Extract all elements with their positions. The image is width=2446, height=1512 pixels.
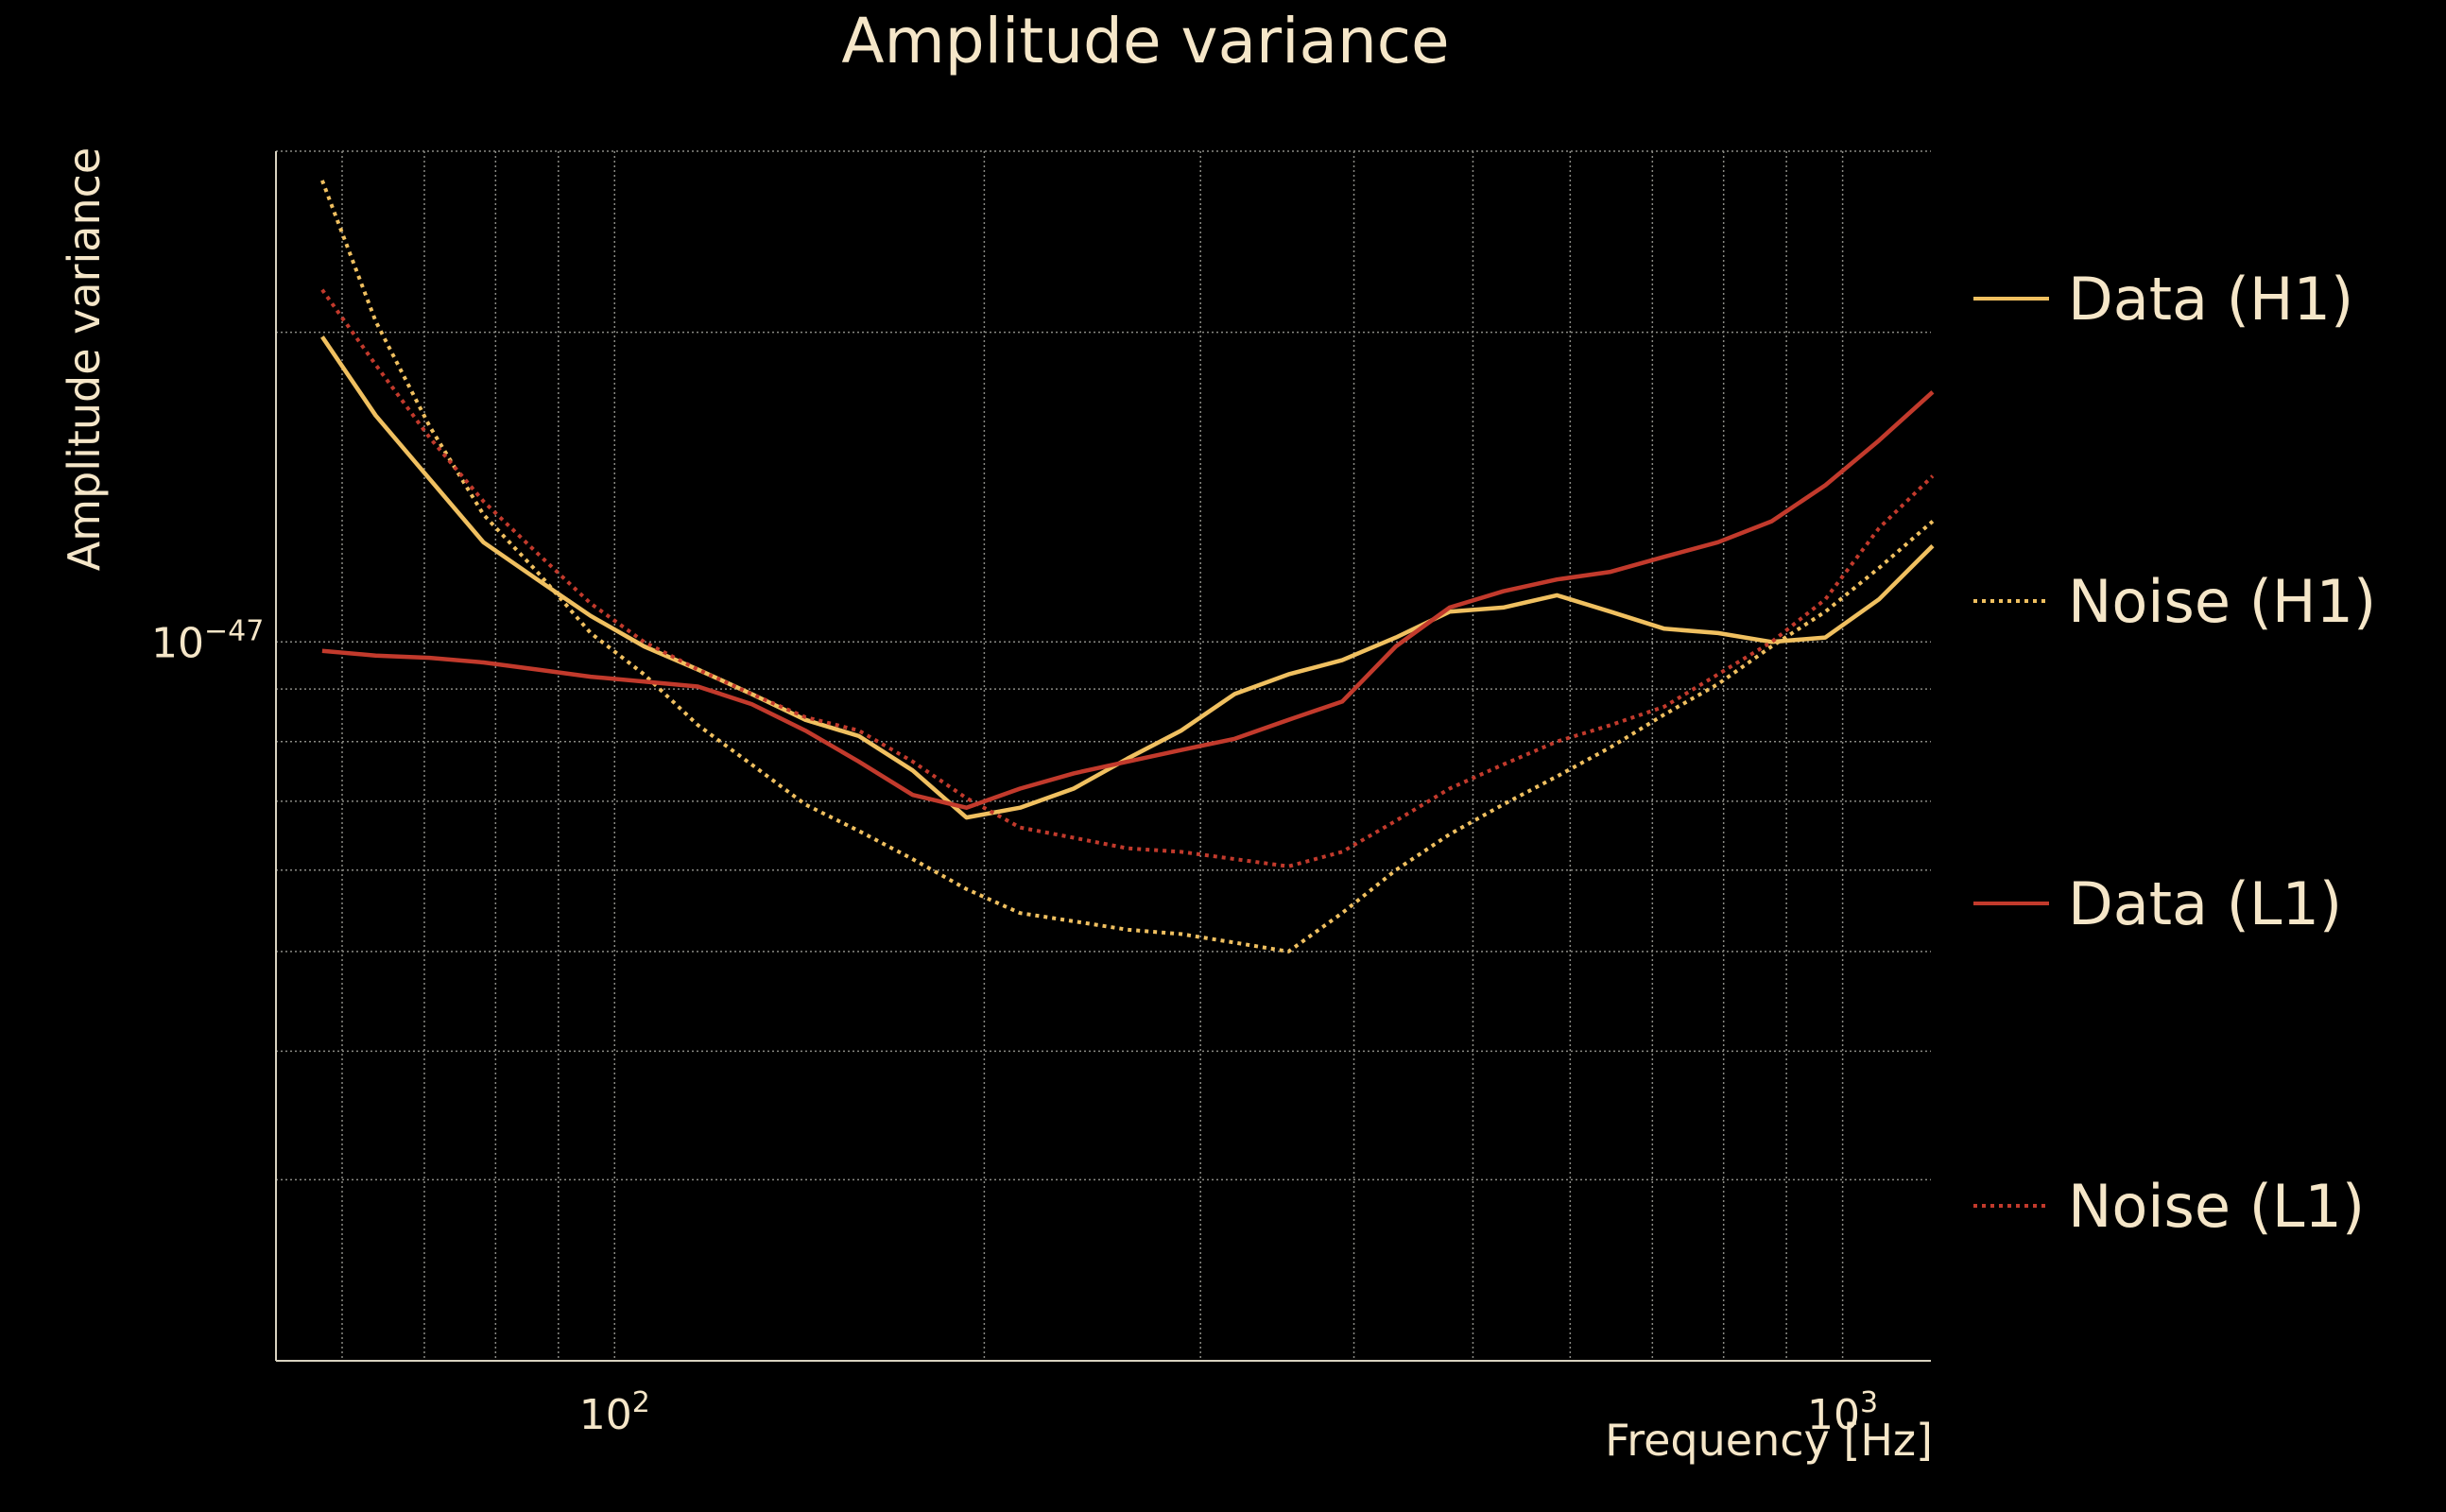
series-line [321,390,1935,810]
series-lines [320,180,1935,954]
legend-label: Data (L1) [2068,869,2342,938]
y-axis-label: Amplitude variance [59,147,110,571]
series-line [320,335,1935,820]
grid [276,150,1931,1361]
series-line [320,288,1935,868]
x-tick-label: 103 [1807,1386,1878,1439]
series-line [320,180,1935,954]
legend-label: Noise (L1) [2068,1172,2365,1241]
y-tick-label: 10−47 [151,614,264,667]
x-axis-label: Frequency [Hz] [1605,1415,1933,1466]
tick-labels: 102 103 10−47 [151,614,1878,1439]
x-tick-label: 102 [579,1386,650,1439]
legend-label: Noise (H1) [2068,567,2376,636]
chart-title: Amplitude variance [841,5,1449,77]
legend: Data (H1) Noise (H1) Data (L1) Noise (L1) [1973,265,2376,1241]
axes [275,151,1931,1362]
legend-label: Data (H1) [2068,265,2353,334]
